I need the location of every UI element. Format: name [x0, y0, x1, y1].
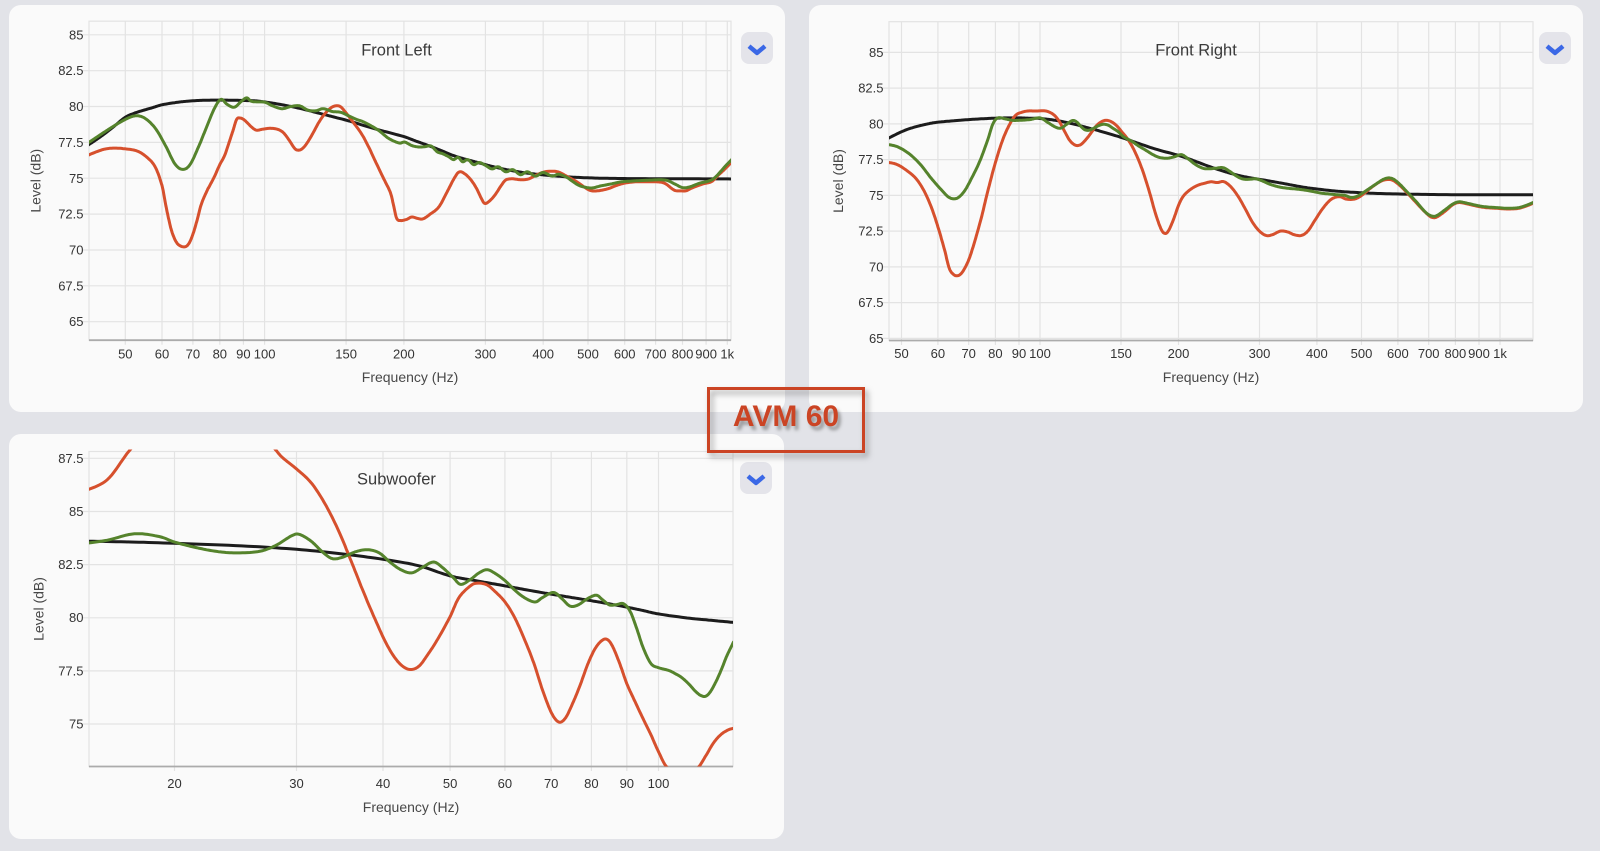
svg-text:70: 70 — [544, 776, 558, 791]
svg-text:72.5: 72.5 — [858, 224, 883, 239]
svg-text:80: 80 — [869, 116, 883, 131]
svg-text:1k: 1k — [1493, 346, 1507, 361]
svg-text:67.5: 67.5 — [58, 278, 83, 293]
svg-text:Subwoofer: Subwoofer — [357, 470, 436, 488]
svg-text:90: 90 — [1012, 346, 1026, 361]
svg-text:500: 500 — [577, 347, 599, 362]
svg-text:87.5: 87.5 — [58, 450, 83, 465]
svg-text:200: 200 — [393, 347, 415, 362]
svg-text:300: 300 — [475, 347, 497, 362]
svg-text:Front Right: Front Right — [1155, 42, 1237, 60]
svg-text:400: 400 — [1306, 346, 1328, 361]
svg-text:77.5: 77.5 — [58, 135, 83, 150]
svg-text:50: 50 — [894, 346, 908, 361]
svg-text:1k: 1k — [720, 347, 734, 362]
svg-text:90: 90 — [236, 347, 250, 362]
svg-text:70: 70 — [186, 347, 200, 362]
svg-text:80: 80 — [69, 610, 83, 625]
svg-text:75: 75 — [69, 716, 83, 731]
svg-text:50: 50 — [118, 347, 132, 362]
svg-text:65: 65 — [69, 314, 83, 329]
svg-text:100: 100 — [1029, 346, 1051, 361]
svg-text:100: 100 — [254, 347, 276, 362]
svg-text:72.5: 72.5 — [58, 207, 83, 222]
svg-text:400: 400 — [532, 347, 554, 362]
svg-text:70: 70 — [869, 259, 883, 274]
svg-text:80: 80 — [213, 347, 227, 362]
svg-text:85: 85 — [69, 27, 83, 42]
svg-text:150: 150 — [335, 347, 357, 362]
svg-text:Level (dB): Level (dB) — [31, 577, 47, 641]
svg-text:85: 85 — [869, 45, 883, 60]
svg-text:800: 800 — [672, 347, 694, 362]
svg-text:300: 300 — [1249, 346, 1271, 361]
svg-text:85: 85 — [69, 504, 83, 519]
svg-text:80: 80 — [584, 776, 598, 791]
svg-text:200: 200 — [1168, 346, 1190, 361]
svg-text:70: 70 — [69, 243, 83, 258]
svg-text:75: 75 — [869, 188, 883, 203]
svg-text:Level (dB): Level (dB) — [830, 149, 846, 213]
svg-text:600: 600 — [614, 347, 636, 362]
svg-text:80: 80 — [988, 346, 1002, 361]
svg-text:60: 60 — [931, 346, 945, 361]
svg-text:50: 50 — [443, 776, 457, 791]
svg-text:70: 70 — [961, 346, 975, 361]
svg-text:80: 80 — [69, 99, 83, 114]
svg-text:900: 900 — [1468, 346, 1490, 361]
svg-text:700: 700 — [1418, 346, 1440, 361]
svg-text:82.5: 82.5 — [58, 557, 83, 572]
svg-text:900: 900 — [695, 347, 717, 362]
svg-text:Front Left: Front Left — [361, 42, 432, 60]
svg-text:67.5: 67.5 — [858, 295, 883, 310]
svg-text:82.5: 82.5 — [58, 63, 83, 78]
svg-text:40: 40 — [376, 776, 390, 791]
svg-text:800: 800 — [1445, 346, 1467, 361]
svg-text:90: 90 — [620, 776, 634, 791]
svg-text:Frequency (Hz): Frequency (Hz) — [1163, 369, 1259, 385]
svg-text:Frequency (Hz): Frequency (Hz) — [362, 369, 458, 385]
svg-text:30: 30 — [289, 776, 303, 791]
svg-text:82.5: 82.5 — [858, 81, 883, 96]
svg-text:77.5: 77.5 — [58, 663, 83, 678]
svg-text:600: 600 — [1387, 346, 1409, 361]
svg-text:77.5: 77.5 — [858, 152, 883, 167]
svg-text:75: 75 — [69, 171, 83, 186]
svg-text:Level (dB): Level (dB) — [28, 149, 44, 213]
svg-text:65: 65 — [869, 331, 883, 346]
svg-text:500: 500 — [1351, 346, 1373, 361]
svg-text:60: 60 — [155, 347, 169, 362]
svg-text:60: 60 — [498, 776, 512, 791]
svg-text:20: 20 — [167, 776, 181, 791]
svg-text:100: 100 — [648, 776, 670, 791]
svg-text:Frequency (Hz): Frequency (Hz) — [363, 799, 459, 815]
svg-text:150: 150 — [1110, 346, 1132, 361]
svg-text:700: 700 — [645, 347, 667, 362]
